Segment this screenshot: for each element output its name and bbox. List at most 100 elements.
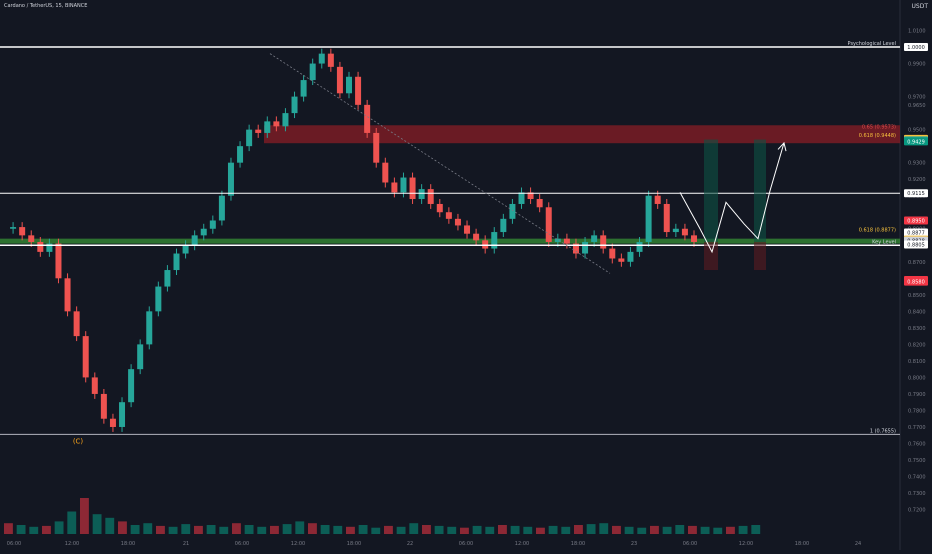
symbol-title: Cardano / TetherUS, 15, BINANCE	[4, 3, 88, 9]
volume-bar	[80, 498, 89, 534]
volume-bar	[675, 525, 685, 534]
volume-bar	[738, 525, 748, 534]
candle	[73, 311, 80, 337]
volume-bar	[130, 525, 140, 534]
volume-bar	[713, 527, 723, 534]
level-label: Psychological Level	[848, 41, 896, 47]
x-tick-label: 18:00	[121, 541, 135, 547]
volume-bar	[485, 526, 495, 534]
volume-bar	[320, 525, 330, 534]
price-tag-label: 0.8950	[907, 218, 925, 224]
x-tick-label: 21	[183, 541, 189, 547]
candle	[28, 235, 35, 242]
volume-bar	[295, 521, 305, 534]
candle	[418, 189, 425, 200]
x-tick-label: 22	[407, 541, 413, 547]
volume-bar	[536, 527, 545, 534]
candle	[600, 235, 607, 249]
price-tag	[904, 189, 928, 198]
arrow-head	[777, 141, 787, 152]
candle	[146, 311, 153, 345]
x-tick-label: 12:00	[515, 541, 529, 547]
candle	[672, 228, 679, 233]
fib-label: 0.618 (0.8877)	[859, 228, 896, 234]
x-tick-label: 18:00	[795, 541, 809, 547]
candle	[46, 243, 53, 252]
y-tick-label: 0.7700	[908, 425, 926, 431]
candle	[218, 195, 225, 221]
candle	[473, 233, 480, 241]
y-tick-label: 0.9500	[908, 128, 926, 134]
candle	[282, 113, 289, 127]
volume-bar	[434, 525, 444, 534]
volume-bar	[586, 524, 596, 534]
y-tick-label: 0.8300	[908, 326, 926, 332]
candle	[572, 243, 579, 254]
y-tick-label: 0.7600	[908, 441, 926, 447]
candle	[300, 80, 307, 97]
volume-bar	[168, 526, 178, 534]
x-tick-label: 18:00	[571, 541, 585, 547]
candle	[400, 177, 407, 193]
candle	[618, 258, 625, 262]
candle	[10, 227, 17, 229]
long-box	[704, 139, 718, 242]
volume-bar	[118, 521, 127, 534]
price-tag-label: 0.8580	[907, 280, 925, 286]
volume-bar	[409, 523, 419, 534]
price-axis	[900, 0, 932, 550]
volume-bar	[308, 523, 317, 534]
wave-label: (C)	[73, 437, 84, 445]
candle	[173, 253, 180, 271]
candle	[582, 241, 589, 254]
volume-bar	[194, 525, 203, 534]
candle	[246, 129, 253, 147]
candle	[491, 232, 498, 249]
price-tag	[904, 216, 928, 225]
y-tick-label: 1.0100	[908, 29, 926, 35]
volume-bar	[67, 511, 77, 534]
candle	[182, 245, 189, 254]
volume-bar	[333, 525, 343, 534]
volume-bar	[574, 525, 583, 534]
candle	[500, 218, 507, 233]
volume-bar	[751, 525, 761, 534]
volume-bar	[624, 526, 634, 534]
candle	[591, 235, 598, 242]
volume-bar	[384, 525, 393, 534]
candle	[55, 243, 62, 279]
volume-bar	[143, 523, 153, 534]
volume-bar	[4, 523, 13, 534]
candle	[355, 76, 362, 105]
volume-bar	[244, 525, 254, 534]
volume-bar	[206, 525, 216, 534]
x-tick-label: 06:00	[235, 541, 249, 547]
volume-bar	[422, 525, 431, 534]
candle	[609, 248, 616, 259]
volume-bar	[523, 526, 533, 534]
y-tick-label: 0.7800	[908, 408, 926, 414]
x-tick-label: 06:00	[459, 541, 473, 547]
volume-bar	[54, 521, 64, 534]
price-tag-label: 0.8805	[907, 242, 925, 248]
candle	[255, 129, 262, 133]
candle	[273, 121, 280, 127]
currency-label: USDT	[911, 3, 929, 10]
price-tag	[904, 43, 928, 52]
candle	[128, 369, 135, 403]
candle	[227, 162, 234, 196]
candle	[264, 121, 271, 133]
y-tick-label: 0.9650	[908, 103, 926, 109]
level-label: Key Level	[872, 239, 896, 245]
volume-bar	[510, 525, 520, 534]
candle	[327, 53, 334, 67]
candle	[200, 228, 207, 236]
price-tag-label: 0.8877	[907, 231, 925, 237]
x-tick-label: 12:00	[65, 541, 79, 547]
y-tick-label: 0.9300	[908, 161, 926, 167]
y-tick-label: 0.7500	[908, 458, 926, 464]
x-tick-label: 06:00	[7, 541, 21, 547]
